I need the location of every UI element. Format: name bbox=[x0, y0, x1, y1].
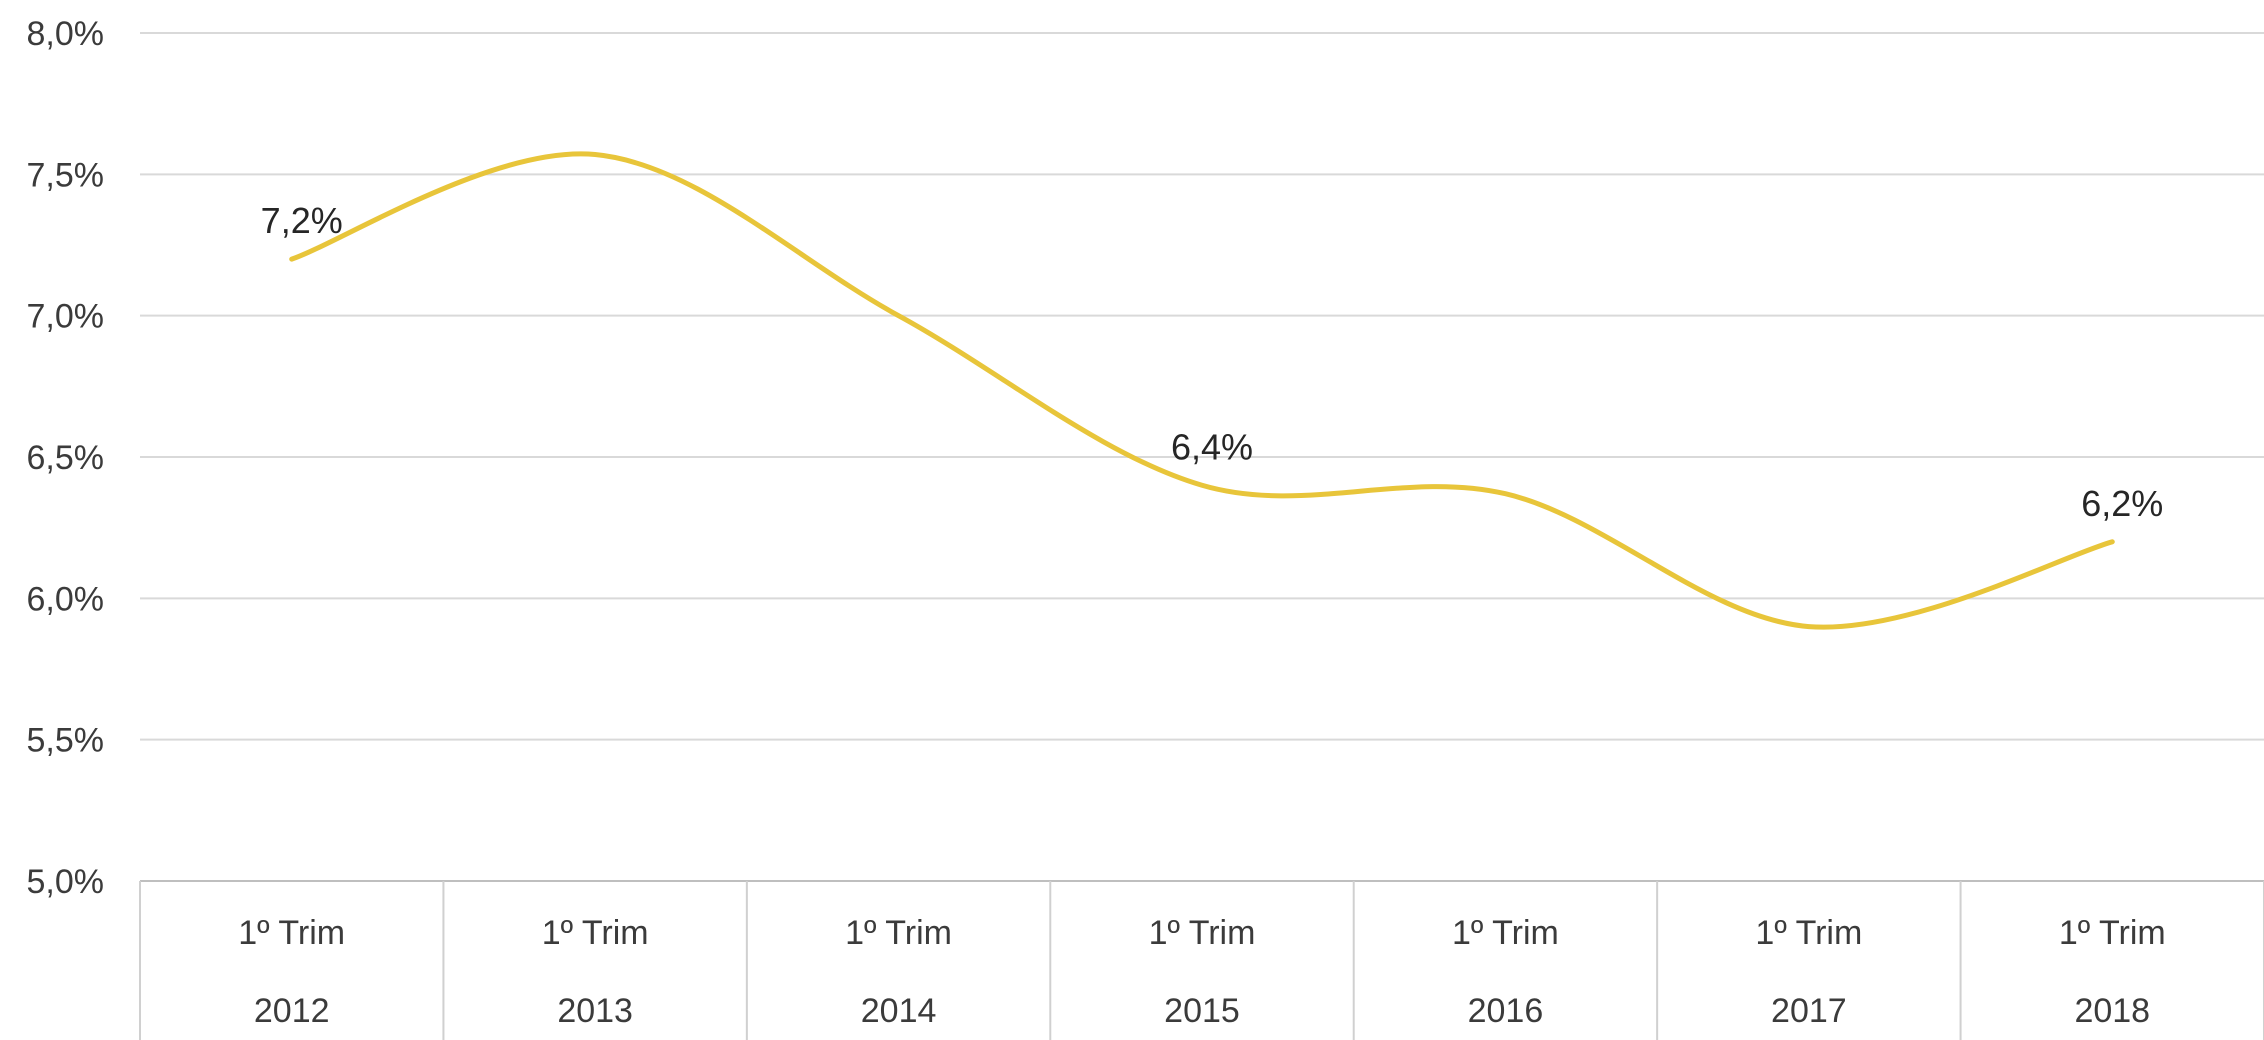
x-tick-label-quarter: 1º Trim bbox=[1755, 914, 1862, 952]
y-tick-label: 7,0% bbox=[27, 298, 105, 336]
x-tick-label-year: 2015 bbox=[1164, 992, 1240, 1030]
x-tick-label-quarter: 1º Trim bbox=[2059, 914, 2166, 952]
x-tick-label-year: 2016 bbox=[1468, 992, 1544, 1030]
x-tick-label-year: 2017 bbox=[1771, 992, 1847, 1030]
series-line bbox=[289, 151, 2115, 630]
x-tick-label-year: 2013 bbox=[557, 992, 633, 1030]
series-layer bbox=[289, 151, 2115, 630]
x-tick-label-quarter: 1º Trim bbox=[1149, 914, 1256, 952]
x-tick-label-year: 2018 bbox=[2074, 992, 2150, 1030]
x-tick-label-year: 2014 bbox=[861, 992, 937, 1030]
data-point bbox=[592, 152, 598, 158]
y-axis-tick-labels: 8,0% 7,5% 7,0% 6,5% 6,0% 5,5% 5,0% bbox=[27, 15, 105, 901]
data-label: 6,2% bbox=[2081, 483, 2163, 524]
x-tick-label-year: 2012 bbox=[254, 992, 330, 1030]
y-tick-label: 6,5% bbox=[27, 439, 105, 477]
y-tick-label: 7,5% bbox=[27, 156, 105, 194]
x-tick-label-quarter: 1º Trim bbox=[845, 914, 952, 952]
y-tick-label: 6,0% bbox=[27, 580, 105, 618]
data-point bbox=[896, 313, 902, 319]
y-tick-label: 5,5% bbox=[27, 722, 105, 760]
data-label: 6,4% bbox=[1171, 426, 1253, 467]
y-tick-label: 5,0% bbox=[27, 863, 105, 901]
data-point bbox=[1199, 482, 1205, 488]
y-tick-label: 8,0% bbox=[27, 15, 105, 53]
data-labels: 7,2% 6,4% 6,2% bbox=[261, 200, 2164, 524]
gridlines bbox=[140, 32, 2264, 741]
x-tick-label-quarter: 1º Trim bbox=[238, 914, 345, 952]
data-point bbox=[2109, 539, 2115, 545]
data-point bbox=[1806, 624, 1812, 630]
x-axis: 1º Trim 2012 1º Trim 2013 1º Trim 2014 1º Trim… bbox=[139, 880, 2264, 1040]
data-point bbox=[289, 256, 295, 262]
data-point bbox=[1502, 491, 1508, 497]
data-label: 7,2% bbox=[261, 200, 343, 241]
x-tick-label-quarter: 1º Trim bbox=[1452, 914, 1559, 952]
x-tick-label-quarter: 1º Trim bbox=[542, 914, 649, 952]
